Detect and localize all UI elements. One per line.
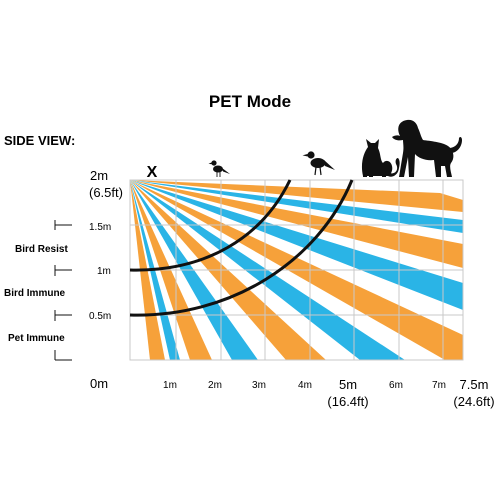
zone-label-bird-resist: Bird Resist bbox=[15, 244, 68, 255]
title: PET Mode bbox=[209, 92, 291, 111]
x-label-7-5m: 7.5m bbox=[460, 377, 489, 392]
large-bird-icon bbox=[302, 151, 335, 176]
x-label-5m-ft: (16.4ft) bbox=[327, 394, 368, 409]
range-grid bbox=[129, 179, 464, 361]
y-label-0-5m: 0.5m bbox=[89, 311, 111, 322]
x-label-4m: 4m bbox=[298, 380, 312, 391]
x-label-1m: 1m bbox=[163, 380, 177, 391]
y-label-1-5m: 1.5m bbox=[89, 222, 111, 233]
x-label-6m: 6m bbox=[389, 380, 403, 391]
x-label-7m: 7m bbox=[432, 380, 446, 391]
x-label-7-5m-ft: (24.6ft) bbox=[453, 394, 494, 409]
bird-immune-curve bbox=[129, 179, 292, 272]
beam-10 bbox=[130, 180, 463, 233]
zone-label-pet-immune: Pet Immune bbox=[8, 333, 65, 344]
y-label-0m: 0m bbox=[90, 376, 108, 391]
sensor-marker: X bbox=[147, 164, 158, 181]
zone-label-bird-immune: Bird Immune bbox=[4, 288, 66, 299]
small-bird-icon bbox=[208, 160, 230, 177]
y-label-2m: 2m bbox=[90, 168, 108, 183]
side-view-label: SIDE VIEW: bbox=[4, 133, 75, 148]
beam-9 bbox=[130, 180, 463, 268]
y-label-1m: 1m bbox=[97, 266, 111, 277]
beam-8 bbox=[130, 180, 463, 310]
y-label-2m-ft: (6.5ft) bbox=[89, 185, 123, 200]
dog-icon bbox=[392, 119, 462, 177]
x-label-5m: 5m bbox=[339, 377, 357, 392]
zone-brackets bbox=[54, 220, 72, 361]
x-label-3m: 3m bbox=[252, 380, 266, 391]
x-label-2m: 2m bbox=[208, 380, 222, 391]
pet-immune-curve bbox=[129, 179, 354, 317]
beam-11 bbox=[130, 180, 463, 212]
cat-icon bbox=[361, 139, 400, 177]
